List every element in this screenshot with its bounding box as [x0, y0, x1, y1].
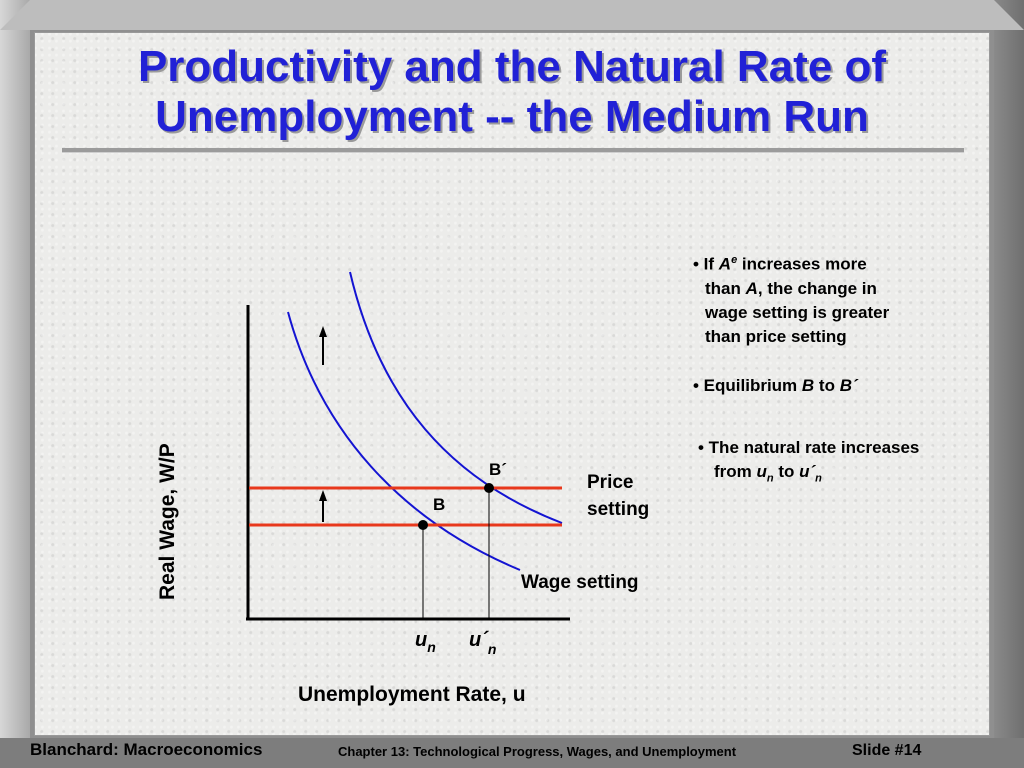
wage-setting-curve-shifted [349, 271, 563, 524]
point-label-b-prime: B´ [489, 460, 507, 479]
tick-un: un [415, 629, 436, 655]
y-axis-label: Real Wage, W/P [156, 443, 179, 600]
wage-shift-arrow [319, 326, 327, 365]
wage-setting-label: Wage setting [521, 572, 639, 593]
wage-setting-curve-initial [287, 311, 521, 571]
bullet-productivity: • If Ae increases more than A, the chang… [693, 254, 890, 346]
price-setting-label-line1: Price [587, 472, 633, 493]
title-line-1: Productivity and the Natural Rate of [137, 42, 887, 91]
footer-book-title: Blanchard: Macroeconomics [30, 740, 263, 759]
price-setting-label-line2: setting [587, 499, 649, 520]
frame-right [994, 0, 1024, 768]
bullet-equilibrium: • Equilibrium B to B´ [693, 376, 858, 395]
footer-chapter: Chapter 13: Technological Progress, Wage… [338, 744, 737, 759]
frame-left [0, 0, 30, 768]
title-underline [62, 148, 964, 153]
price-shift-arrow [319, 490, 327, 522]
tick-un-prime: u´n [469, 629, 496, 657]
footer-slide-number: Slide #14 [852, 742, 922, 759]
x-axis-label: Unemployment Rate, u [298, 683, 526, 706]
point-label-b: B [433, 495, 445, 514]
slide-title: Productivity and the Natural Rate of Une… [34, 42, 990, 142]
title-line-2: Unemployment -- the Medium Run [155, 92, 869, 141]
bullet-natural-rate: • The natural rate increases from un to … [698, 438, 920, 485]
equilibrium-point-b-prime [484, 483, 494, 493]
equilibrium-point-b [418, 520, 428, 530]
frame-bottom [0, 738, 1024, 768]
frame-top [0, 0, 1024, 30]
